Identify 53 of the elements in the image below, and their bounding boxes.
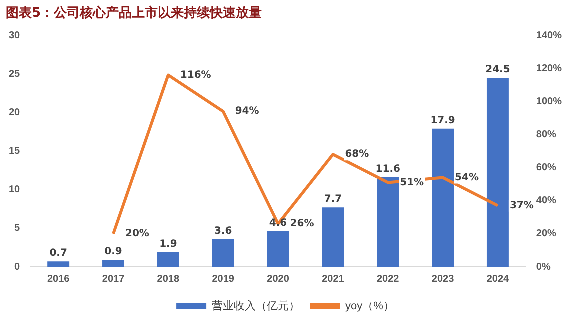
- bar: [102, 260, 124, 267]
- legend-label: 营业收入（亿元）: [212, 300, 300, 313]
- y-tick-label: 20: [9, 107, 21, 118]
- x-tick-label: 2024: [486, 274, 510, 285]
- y2-tick-label: 80%: [536, 130, 557, 141]
- data-label: 3.6: [214, 226, 232, 237]
- y-tick-label: 5: [14, 223, 21, 234]
- data-label: 0.7: [50, 248, 68, 260]
- data-label: 7.7: [324, 194, 342, 206]
- y2-tick-label: 140%: [536, 30, 562, 42]
- bar: [157, 252, 180, 267]
- y2-tick-label: 60%: [536, 162, 557, 174]
- x-tick-label: 2021: [322, 274, 345, 285]
- bar: [48, 262, 70, 267]
- y-tick-label: 15: [9, 146, 21, 158]
- data-label: 17.9: [430, 116, 456, 127]
- x-tick-label: 2023: [432, 274, 455, 285]
- data-label: 37%: [510, 200, 534, 212]
- y-tick-label: 0: [14, 262, 21, 273]
- y2-tick-label: 40%: [536, 196, 557, 207]
- x-tick-label: 2020: [267, 274, 290, 285]
- data-label: 94%: [235, 106, 260, 118]
- data-label: 54%: [455, 172, 479, 184]
- y2-tick-label: 120%: [536, 63, 562, 74]
- y-tick-label: 30: [9, 30, 21, 42]
- bar: [377, 178, 400, 267]
- data-label: 24.5: [486, 64, 510, 76]
- bar: [486, 78, 509, 267]
- data-label: 0.9: [104, 246, 122, 258]
- x-tick-label: 2019: [212, 274, 235, 285]
- x-tick-label: 2016: [47, 274, 70, 285]
- chart-title: 图表5：公司核心产品上市以来持续快速放量: [6, 5, 262, 22]
- data-label: 116%: [180, 70, 212, 81]
- x-tick-label: 2022: [376, 274, 400, 285]
- data-label: 68%: [345, 149, 370, 160]
- y2-tick-label: 100%: [536, 96, 562, 108]
- data-label: 4.6: [269, 218, 288, 230]
- y2-tick-label: 0%: [536, 262, 551, 273]
- data-label: 20%: [126, 228, 150, 240]
- y2-tick-label: 20%: [536, 228, 557, 240]
- x-tick-label: 2017: [102, 274, 126, 285]
- data-label: 51%: [400, 177, 424, 188]
- x-tick-label: 2018: [157, 274, 180, 285]
- data-label: 11.6: [376, 164, 400, 176]
- legend-label: yoy（%）: [346, 300, 394, 313]
- data-label: 1.9: [160, 238, 178, 250]
- bar: [322, 208, 344, 267]
- y-tick-label: 25: [9, 68, 21, 80]
- bar: [267, 232, 290, 267]
- y-tick-label: 10: [9, 184, 21, 196]
- bar: [212, 239, 234, 267]
- data-label: 26%: [290, 218, 314, 230]
- bar: [432, 128, 454, 267]
